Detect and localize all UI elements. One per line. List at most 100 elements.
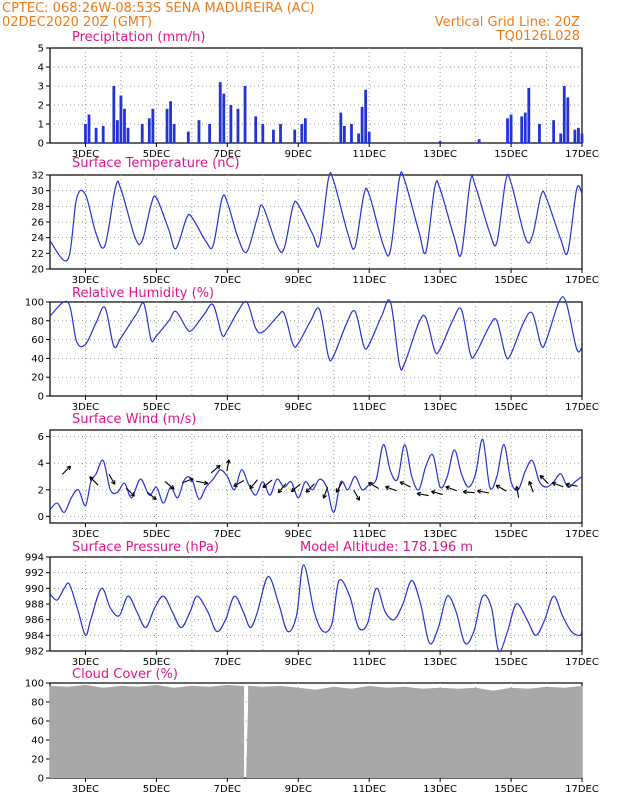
wind-arrow-shaft xyxy=(182,478,194,484)
wind-y-tick-label: 2 xyxy=(38,485,44,496)
precipitation-bar xyxy=(261,124,265,143)
precipitation-bar xyxy=(559,133,563,143)
cloud-cover-x-tick-label: 11DEC xyxy=(352,784,386,795)
precipitation-bar xyxy=(218,82,222,143)
precipitation-bar xyxy=(367,131,371,143)
wind-arrow-shaft xyxy=(477,490,489,494)
wind-arrow-head xyxy=(154,495,157,500)
wind-direction-arrow xyxy=(353,489,361,501)
wind-arrow-head xyxy=(399,481,403,486)
wind-arrow-shaft xyxy=(305,483,315,493)
humidity-x-tick-label: 3DEC xyxy=(72,402,99,413)
wind-arrow-shaft xyxy=(368,482,379,489)
precipitation-bar xyxy=(279,124,282,143)
wind-arrow-head xyxy=(552,481,557,484)
wind-direction-arrow xyxy=(462,489,475,495)
temperature-y-tick-label: 20 xyxy=(31,265,44,276)
pressure-series-line xyxy=(49,564,583,653)
precipitation-bar xyxy=(272,129,275,143)
humidity-series-line xyxy=(49,296,583,371)
wind-arrow-head xyxy=(551,482,556,487)
wind-arrow-head xyxy=(190,478,194,483)
temperature-x-tick-label: 17DEC xyxy=(565,275,599,286)
wind-arrow-head xyxy=(431,489,436,492)
wind-arrow-head xyxy=(189,477,194,480)
wind-arrow-head xyxy=(233,482,237,487)
wind-direction-arrow xyxy=(277,483,287,494)
precipitation-bar xyxy=(527,87,531,143)
humidity-x-tick-label: 15DEC xyxy=(494,402,528,413)
wind-direction-arrow xyxy=(108,473,116,485)
wind-direction-arrow xyxy=(89,476,99,486)
wind-arrow-head xyxy=(516,485,520,490)
precipitation-bar xyxy=(357,133,360,143)
wind-direction-arrow xyxy=(495,484,507,492)
humidity-x-tick-label: 5DEC xyxy=(143,402,170,413)
precipitation-bar xyxy=(360,106,364,143)
wind-arrow-head xyxy=(262,486,268,489)
wind-y-tick-label: 4 xyxy=(38,459,44,470)
wind-direction-arrow xyxy=(551,481,564,488)
cloud-cover-x-tick-label: 7DEC xyxy=(214,784,241,795)
precipitation-bar xyxy=(506,118,509,143)
wind-direction-arrow xyxy=(125,487,135,497)
precipitation-bar xyxy=(229,105,233,143)
temperature-y-tick-label: 28 xyxy=(31,202,44,213)
wind-arrow-shaft xyxy=(385,486,397,492)
wind-arrow-head xyxy=(218,465,221,470)
wind-arrow-shaft xyxy=(262,479,273,489)
wind-arrow-shaft xyxy=(291,483,301,493)
precipitation-bar xyxy=(197,120,201,143)
wind-arrow-head xyxy=(565,482,571,485)
precipitation-bar xyxy=(509,114,513,143)
cloud-cover-title: Cloud Cover (%) xyxy=(72,667,178,682)
wind-y-tick-label: 6 xyxy=(38,432,44,443)
precipitation-bar xyxy=(101,125,105,143)
wind-arrow-head xyxy=(152,498,157,501)
wind-arrow-shaft xyxy=(528,481,534,493)
wind-series-line xyxy=(49,438,583,513)
humidity-title: Relative Humidity (%) xyxy=(72,286,214,301)
precipitation-bar xyxy=(577,127,580,143)
wind-direction-arrow xyxy=(305,483,315,493)
precipitation-bar xyxy=(186,131,190,143)
wind-arrow-head xyxy=(445,485,450,488)
temperature-x-tick-label: 7DEC xyxy=(214,275,241,286)
precipitation-bar xyxy=(123,108,126,143)
wind-arrow-head xyxy=(431,491,435,495)
wind-y-tick-label: 0 xyxy=(38,512,44,523)
precipitation-bar xyxy=(115,120,119,143)
precipitation-bar xyxy=(169,101,172,143)
wind-arrow-head xyxy=(66,465,71,468)
precipitation-x-tick-label: 13DEC xyxy=(423,149,457,160)
wind-x-tick-label: 15DEC xyxy=(494,529,528,540)
wind-arrow-head xyxy=(540,474,545,478)
precipitation-bar xyxy=(552,120,556,143)
precipitation-title: Precipitation (mm/h) xyxy=(72,30,205,45)
wind-title: Surface Wind (m/s) xyxy=(72,412,196,427)
wind-arrow-head xyxy=(477,490,481,494)
pressure-x-tick-label: 13DEC xyxy=(423,657,457,668)
wind-x-tick-label: 9DEC xyxy=(285,529,312,540)
wind-arrow-head xyxy=(171,485,175,490)
precipitation-bar xyxy=(165,108,169,143)
pressure-x-tick-label: 5DEC xyxy=(143,657,170,668)
wind-direction-arrow xyxy=(196,480,209,486)
wind-direction-arrow xyxy=(528,480,534,493)
precipitation-x-tick-label: 3DEC xyxy=(72,149,99,160)
wind-arrow-shaft xyxy=(463,491,475,494)
cloud-cover-x-tick-label: 17DEC xyxy=(565,784,599,795)
precipitation-y-tick-label: 3 xyxy=(38,82,44,93)
wind-direction-arrow xyxy=(477,489,489,494)
pressure-x-tick-label: 15DEC xyxy=(494,657,528,668)
wind-x-tick-label: 5DEC xyxy=(143,529,170,540)
wind-direction-arrow xyxy=(335,481,343,493)
wind-direction-arrow xyxy=(210,464,221,474)
temperature-title: Surface Temperature (nC) xyxy=(72,156,240,171)
precipitation-bar xyxy=(151,108,155,143)
precipitation-panel: 0 1 2 3 4 5 3DEC 5DEC 7DEC 9DEC 11DEC 13DEC 15DEC 17D… xyxy=(38,30,599,160)
precipitation-bar xyxy=(303,118,307,143)
precipitation-bar xyxy=(342,125,346,143)
model-altitude-label: Model Altitude: 178.196 m xyxy=(300,540,473,555)
